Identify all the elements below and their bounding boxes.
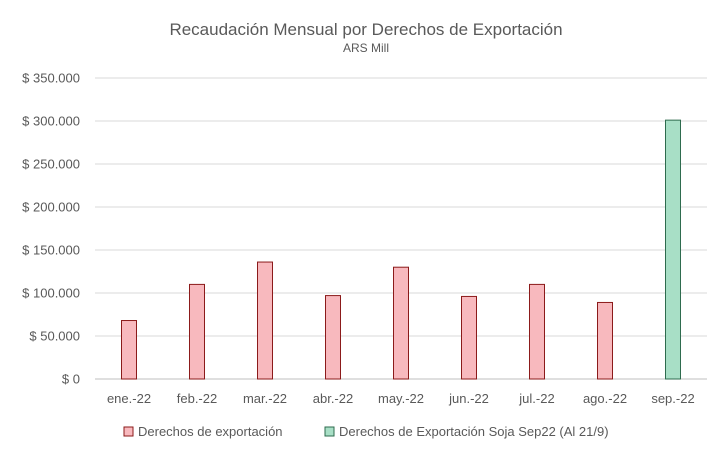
y-tick-label: $ 150.000 — [22, 243, 80, 258]
x-tick-label: may.-22 — [378, 391, 424, 406]
bar-series-1 — [393, 266, 409, 380]
y-tick-label: $ 100.000 — [22, 286, 80, 301]
y-tick-label: $ 250.000 — [22, 157, 80, 172]
x-tick-label: ene.-22 — [107, 391, 151, 406]
y-tick-label: $ 50.000 — [29, 329, 80, 344]
bar-series-1 — [257, 261, 273, 380]
x-tick-label: jul.-22 — [518, 391, 554, 406]
y-tick-label: $ 350.000 — [22, 71, 80, 86]
chart-title: Recaudación Mensual por Derechos de Expo… — [169, 20, 562, 39]
bar-series-2 — [665, 119, 681, 380]
legend-swatch — [123, 426, 134, 437]
bar-series-1 — [597, 301, 613, 380]
bar-series-1 — [189, 283, 205, 380]
legend-swatch — [324, 426, 335, 437]
legend-label: Derechos de exportación — [138, 424, 283, 439]
x-tick-label: abr.-22 — [313, 391, 353, 406]
x-tick-label: feb.-22 — [177, 391, 217, 406]
bar-series-1 — [461, 295, 477, 380]
x-tick-label: mar.-22 — [243, 391, 287, 406]
x-tick-label: ago.-22 — [583, 391, 627, 406]
bars — [121, 119, 681, 380]
y-tick-label: $ 200.000 — [22, 200, 80, 215]
legend: Derechos de exportación Derechos de Expor… — [123, 424, 609, 439]
y-tick-label: $ 0 — [62, 372, 80, 387]
bar-series-1 — [325, 295, 341, 380]
y-tick-label: $ 300.000 — [22, 114, 80, 129]
x-tick-label: sep.-22 — [651, 391, 694, 406]
bar-series-1 — [121, 320, 137, 380]
legend-label: Derechos de Exportación Soja Sep22 (Al 2… — [339, 424, 609, 439]
bar-series-1 — [529, 283, 545, 380]
y-axis-ticks: $ 0 $ 50.000 $ 100.000 $ 150.000 $ 200.000 $ … — [22, 71, 80, 387]
chart-subtitle: ARS Mill — [343, 41, 389, 55]
x-tick-label: jun.-22 — [448, 391, 489, 406]
x-axis-ticks: ene.-22 feb.-22 mar.-22 abr.-22 may.-22 jun.-… — [107, 391, 695, 406]
